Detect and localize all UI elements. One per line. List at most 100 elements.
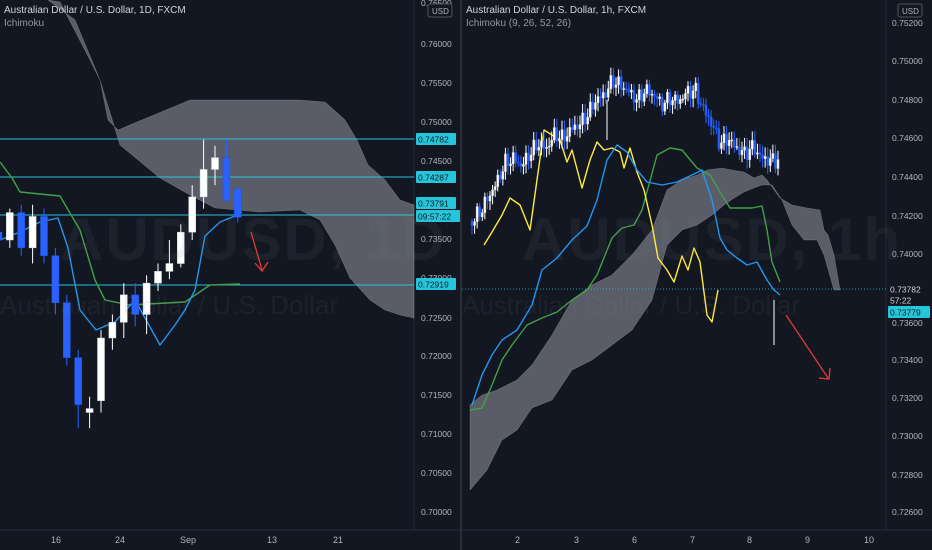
left-candle-11[interactable] [97, 337, 105, 401]
right-candle-47[interactable] [589, 101, 592, 118]
right-candle-95[interactable] [712, 126, 715, 128]
left-candle-9[interactable] [74, 357, 82, 405]
right-candle-19[interactable] [517, 161, 520, 164]
right-candle-98[interactable] [720, 142, 723, 149]
right-candle-41[interactable] [573, 124, 577, 130]
right-candle-11[interactable] [496, 174, 499, 187]
right-candle-27[interactable] [537, 147, 541, 151]
right-candle-80[interactable] [673, 94, 677, 101]
right-candle-76[interactable] [663, 102, 667, 112]
right-candle-111[interactable] [753, 140, 757, 155]
left-candle-13[interactable] [120, 294, 128, 323]
right-candle-90[interactable] [699, 103, 703, 105]
right-candle-103[interactable] [733, 139, 736, 147]
right-candle-118[interactable] [771, 153, 775, 159]
right-candle-51[interactable] [599, 96, 602, 99]
left-candle-18[interactable] [177, 231, 185, 264]
right-candle-4[interactable] [478, 206, 481, 218]
right-candle-67[interactable] [640, 89, 643, 102]
right-candle-88[interactable] [694, 82, 697, 92]
right-candle-6[interactable] [483, 196, 487, 214]
left-candle-17[interactable] [165, 263, 174, 272]
left-candle-5[interactable] [28, 216, 37, 249]
right-candle-40[interactable] [571, 127, 574, 130]
right-candle-22[interactable] [524, 152, 528, 165]
left-candle-23[interactable] [234, 188, 242, 218]
right-candle-5[interactable] [481, 212, 484, 218]
right-candle-25[interactable] [532, 139, 535, 156]
right-candle-37[interactable] [563, 129, 566, 142]
right-candle-8[interactable] [488, 195, 492, 202]
right-candle-43[interactable] [578, 124, 582, 130]
right-candle-15[interactable] [506, 153, 510, 167]
right-candle-107[interactable] [743, 146, 746, 151]
right-candle-17[interactable] [511, 152, 515, 165]
right-candle-99[interactable] [722, 133, 726, 143]
right-candle-114[interactable] [761, 154, 764, 159]
right-candle-70[interactable] [648, 84, 651, 96]
right-candle-96[interactable] [715, 127, 718, 129]
right-candle-13[interactable] [501, 171, 505, 180]
right-candle-117[interactable] [769, 158, 772, 166]
right-candle-97[interactable] [717, 128, 721, 149]
right-candle-92[interactable] [704, 104, 708, 116]
left-candle-15[interactable] [142, 282, 151, 315]
right-candle-112[interactable] [756, 152, 759, 155]
right-candle-10[interactable] [493, 186, 497, 191]
left-currency-box[interactable] [427, 3, 453, 18]
right-candle-113[interactable] [758, 152, 762, 156]
right-candle-109[interactable] [748, 148, 751, 160]
right-candle-66[interactable] [637, 89, 641, 100]
right-candle-56[interactable] [612, 75, 615, 88]
right-candle-36[interactable] [560, 129, 564, 140]
right-candle-33[interactable] [553, 127, 556, 141]
right-candle-1[interactable] [470, 221, 474, 226]
pane-divider[interactable] [460, 0, 462, 550]
right-candle-39[interactable] [568, 127, 571, 137]
left-candle-20[interactable] [199, 169, 208, 198]
left-candle-12[interactable] [108, 322, 117, 339]
right-chart-canvas[interactable]: 0.75200 0.75000 0.74800 0.74600 0.74400 0.742… [462, 0, 932, 550]
right-candle-83[interactable] [681, 98, 685, 101]
right-candle-72[interactable] [653, 93, 656, 97]
right-candle-119[interactable] [774, 153, 777, 169]
right-candle-87[interactable] [691, 90, 695, 99]
right-candle-49[interactable] [594, 102, 597, 110]
right-candle-94[interactable] [709, 116, 713, 127]
left-candle-19[interactable] [188, 196, 196, 233]
right-candle-35[interactable] [558, 139, 561, 142]
left-candle-21[interactable] [211, 157, 219, 170]
right-candle-93[interactable] [707, 115, 710, 118]
right-candle-75[interactable] [661, 96, 664, 112]
right-candle-102[interactable] [730, 139, 733, 142]
right-candle-101[interactable] [727, 140, 731, 146]
right-candle-105[interactable] [738, 146, 741, 156]
right-candle-78[interactable] [668, 91, 672, 106]
right-candle-77[interactable] [666, 91, 669, 104]
right-candle-106[interactable] [740, 149, 744, 156]
right-candle-24[interactable] [529, 154, 533, 162]
right-candle-54[interactable] [607, 88, 610, 98]
right-candle-48[interactable] [591, 101, 595, 110]
right-candle-46[interactable] [586, 116, 589, 125]
right-candle-74[interactable] [658, 96, 661, 99]
right-currency-box[interactable] [897, 3, 923, 18]
left-candle-7[interactable] [51, 255, 60, 303]
right-candle-69[interactable] [645, 84, 649, 94]
right-candle-7[interactable] [486, 196, 489, 202]
left-candle-4[interactable] [17, 212, 25, 249]
right-candle-34[interactable] [555, 127, 559, 142]
right-candle-81[interactable] [676, 94, 679, 104]
right-candle-62[interactable] [627, 88, 631, 93]
right-candle-50[interactable] [596, 96, 600, 104]
right-candle-16[interactable] [509, 163, 512, 167]
left-candle-8[interactable] [63, 302, 71, 358]
right-candle-120[interactable] [776, 159, 780, 169]
right-chart-pane[interactable]: 0.75200 0.75000 0.74800 0.74600 0.74400 0.742… [462, 0, 932, 550]
left-chart-canvas[interactable]: 0.765000.760000.755000.750000.745000.740… [0, 0, 460, 550]
right-candle-12[interactable] [499, 174, 502, 180]
right-candle-84[interactable] [684, 93, 687, 100]
right-candle-31[interactable] [547, 145, 551, 148]
right-candle-14[interactable] [504, 153, 507, 172]
right-candle-65[interactable] [635, 99, 638, 103]
